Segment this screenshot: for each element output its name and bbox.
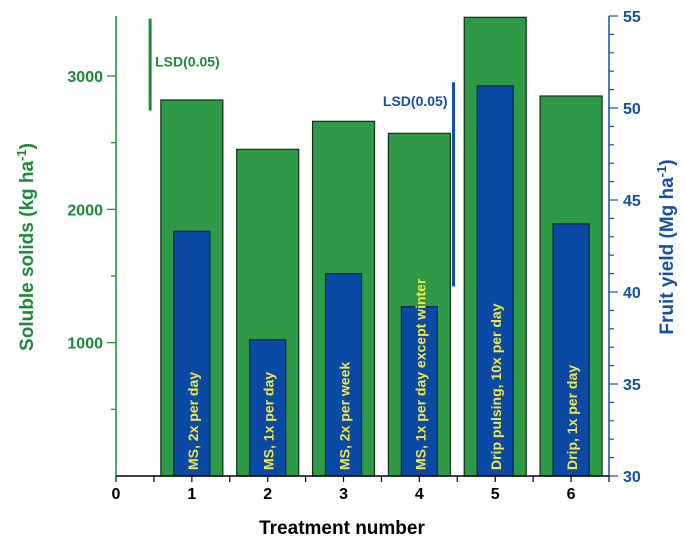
y-right-tick-label: 45 xyxy=(623,193,641,210)
fruit-yield-bar xyxy=(173,230,211,477)
y-right-tick-label: 40 xyxy=(623,285,641,302)
treatment-label: MS, 1x per day xyxy=(261,372,277,470)
x-axis-label: Treatment number xyxy=(259,518,425,539)
fruit-yield-bar xyxy=(249,339,287,477)
y-left-tick-label: 1000 xyxy=(67,336,103,353)
y-left-label-sup: -1 xyxy=(14,149,29,161)
lsd-layer: LSD(0.05) LSD(0.05) xyxy=(148,18,456,287)
x-tick-label: 0 xyxy=(112,486,121,503)
y-right-label-text: Fruit yield (Mg ha xyxy=(657,177,678,335)
y-right-label-close: ) xyxy=(657,159,678,165)
y-left-label-text: Soluble solids (kg ha xyxy=(17,161,38,351)
lsd-right-label: LSD(0.05) xyxy=(383,93,448,109)
treatment-label: MS, 1x per day except winter xyxy=(412,278,428,470)
y-left-label-close: ) xyxy=(17,143,38,149)
y-right-tick-label: 30 xyxy=(623,469,641,486)
y-axis-left-label: Soluble solids (kg ha-1) xyxy=(14,143,38,351)
treatment-label: MS, 2x per day xyxy=(185,372,201,470)
x-tick-label: 5 xyxy=(491,486,500,503)
x-tick-label: 4 xyxy=(415,486,424,503)
x-tick-label: 1 xyxy=(187,486,196,503)
y-axis-right-label: Fruit yield (Mg ha-1) xyxy=(654,159,678,334)
fruit-yield-bar xyxy=(476,85,514,477)
y-right-tick-label: 35 xyxy=(623,377,641,394)
x-tick-label: 2 xyxy=(263,486,272,503)
bars-layer: MS, 2x per day MS, 1x per day MS, 2x per w… xyxy=(160,16,603,477)
y-right-tick-label: 55 xyxy=(623,9,641,26)
x-tick-label: 6 xyxy=(567,486,576,503)
fruit-yield-bar xyxy=(400,306,438,477)
treatment-label: Drip, 1x per day xyxy=(564,365,580,470)
y-left-tick-label: 2000 xyxy=(67,202,103,219)
y-left-tick-label: 3000 xyxy=(67,69,103,86)
fruit-yield-bar xyxy=(552,223,590,477)
treatment-label: MS, 2x per week xyxy=(337,362,353,470)
y-right-tick-label: 50 xyxy=(623,101,641,118)
x-tick-label: 3 xyxy=(339,486,348,503)
lsd-left-label: LSD(0.05) xyxy=(155,54,220,70)
fruit-yield-bar xyxy=(324,273,363,477)
soluble-solids-bar xyxy=(236,148,300,477)
treatment-label: Drip pulsing, 10x per day xyxy=(488,303,504,470)
axes-layer xyxy=(115,16,610,477)
y-right-label-sup: -1 xyxy=(654,166,669,178)
